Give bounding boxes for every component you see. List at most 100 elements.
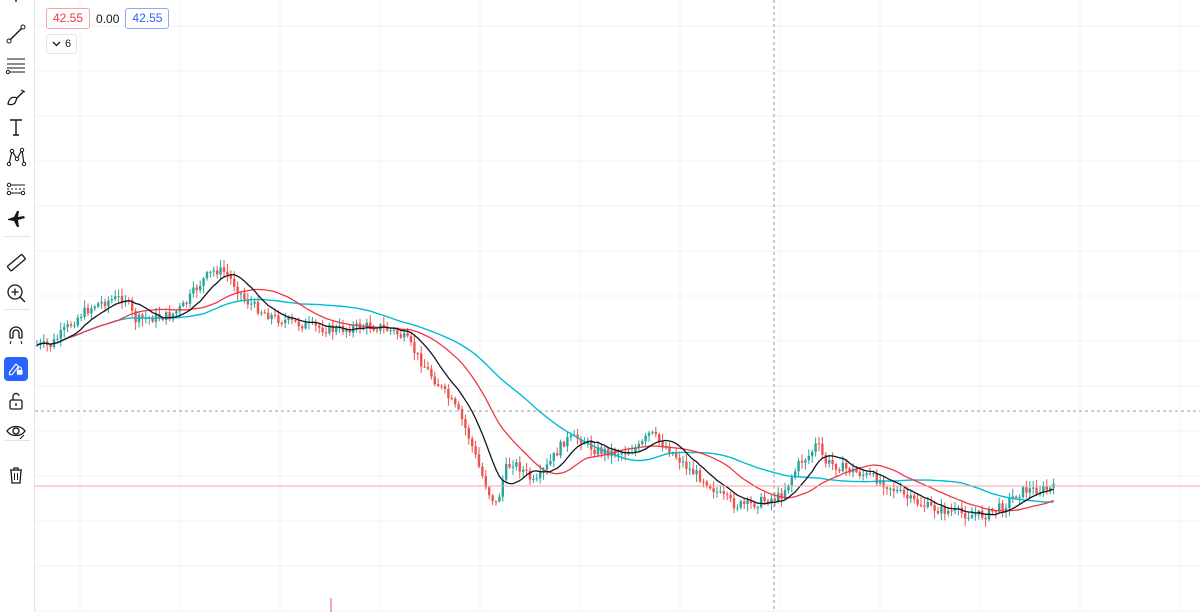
candle-body: [392, 329, 396, 331]
candle-body: [1021, 487, 1025, 498]
spread-value: 0.00: [96, 11, 120, 26]
candle-body: [824, 454, 827, 464]
candle-body: [783, 490, 787, 499]
candle-body: [899, 489, 902, 491]
candle-body: [318, 325, 321, 328]
tool-brush[interactable]: [0, 82, 32, 112]
candle-body: [933, 505, 936, 511]
candle-body: [277, 315, 280, 323]
candle-body: [250, 303, 253, 305]
candle-body: [943, 506, 946, 514]
candle-body: [875, 473, 878, 484]
price-chart[interactable]: [35, 0, 1200, 612]
candle-body: [984, 517, 987, 520]
candle-body: [858, 472, 861, 476]
tool-pattern[interactable]: [0, 142, 32, 172]
ruler-icon: [6, 254, 26, 272]
tool-trash[interactable]: [0, 460, 32, 490]
candle-body: [545, 464, 549, 470]
candle-body: [1049, 487, 1052, 491]
candle-body: [967, 517, 970, 519]
candle-body: [93, 306, 96, 309]
candle-body: [1025, 487, 1028, 493]
candle-body: [369, 322, 372, 329]
indicators-count: 6: [65, 38, 72, 50]
candle-body: [345, 329, 348, 332]
candle-body: [552, 453, 555, 461]
candle-body: [865, 472, 868, 475]
zoom-in-icon: [7, 284, 26, 303]
candle-body: [450, 398, 453, 400]
candle-body: [280, 322, 283, 324]
candle-body: [950, 510, 953, 512]
candle-body: [348, 329, 351, 333]
tool-fib-retracement[interactable]: [0, 50, 32, 80]
candle-body: [1042, 486, 1045, 493]
tool-eye[interactable]: [0, 416, 32, 446]
tool-prediction[interactable]: [0, 174, 32, 204]
candle-body: [627, 452, 630, 455]
candle-body: [964, 513, 967, 519]
candle-body: [253, 301, 256, 304]
bid-price[interactable]: 42.55: [46, 8, 91, 29]
candle-body: [151, 317, 154, 322]
candle-body: [454, 398, 457, 405]
trend-line-icon: [6, 24, 26, 44]
candle-body: [267, 312, 270, 319]
candle-body: [794, 471, 797, 478]
candle-body: [508, 463, 511, 468]
indicators-collapse-button[interactable]: 6: [46, 34, 78, 54]
candle-body: [1001, 503, 1004, 511]
candle-body: [192, 287, 195, 294]
candle-body: [467, 428, 470, 439]
tool-text[interactable]: [0, 112, 32, 142]
candle-body: [885, 487, 889, 489]
candle-body: [797, 460, 800, 472]
tool-icon-set[interactable]: [0, 204, 32, 234]
candle-body: [304, 322, 307, 329]
candle-body: [1018, 497, 1021, 499]
candle-body: [542, 469, 545, 473]
chart-area[interactable]: [35, 0, 1200, 612]
tool-unlock[interactable]: [0, 386, 32, 416]
candle-body: [474, 446, 477, 455]
tool-magnet[interactable]: [0, 322, 32, 352]
candle-body: [838, 469, 841, 472]
candle-body: [715, 491, 719, 493]
candle-body: [902, 489, 906, 495]
tool-ruler[interactable]: [0, 248, 32, 278]
tool-trend-line[interactable]: [0, 18, 32, 48]
candle-body: [766, 500, 770, 504]
candle-body: [212, 270, 215, 272]
candle-body: [423, 366, 426, 368]
eye-icon: [6, 425, 26, 440]
candle-body: [195, 287, 198, 291]
candle-body: [732, 498, 736, 509]
ask-price[interactable]: 42.55: [125, 8, 170, 29]
candle-body: [107, 300, 110, 307]
candle-body: [505, 463, 508, 480]
candle-body: [440, 386, 443, 388]
candle-body: [596, 447, 600, 455]
candle-body: [511, 466, 515, 468]
tool-zoom-in[interactable]: [0, 278, 32, 308]
candle-body: [226, 271, 229, 275]
candle-body: [219, 267, 222, 275]
candle-body: [828, 459, 831, 464]
candle-body: [709, 485, 712, 489]
tool-lock-drawing[interactable]: [0, 354, 32, 384]
candle-body: [216, 270, 219, 275]
candle-body: [165, 312, 168, 321]
candle-body: [661, 441, 664, 448]
candle-body: [926, 502, 929, 508]
candle-body: [753, 503, 756, 508]
candle-body: [559, 441, 562, 456]
candle-body: [66, 324, 69, 328]
candle-body: [399, 334, 402, 338]
candle-body: [974, 514, 977, 516]
tool-cursor[interactable]: [0, 0, 32, 20]
candle-body: [994, 511, 997, 513]
candle-body: [457, 404, 460, 410]
candle-body: [569, 435, 572, 437]
candle-body: [787, 485, 790, 491]
